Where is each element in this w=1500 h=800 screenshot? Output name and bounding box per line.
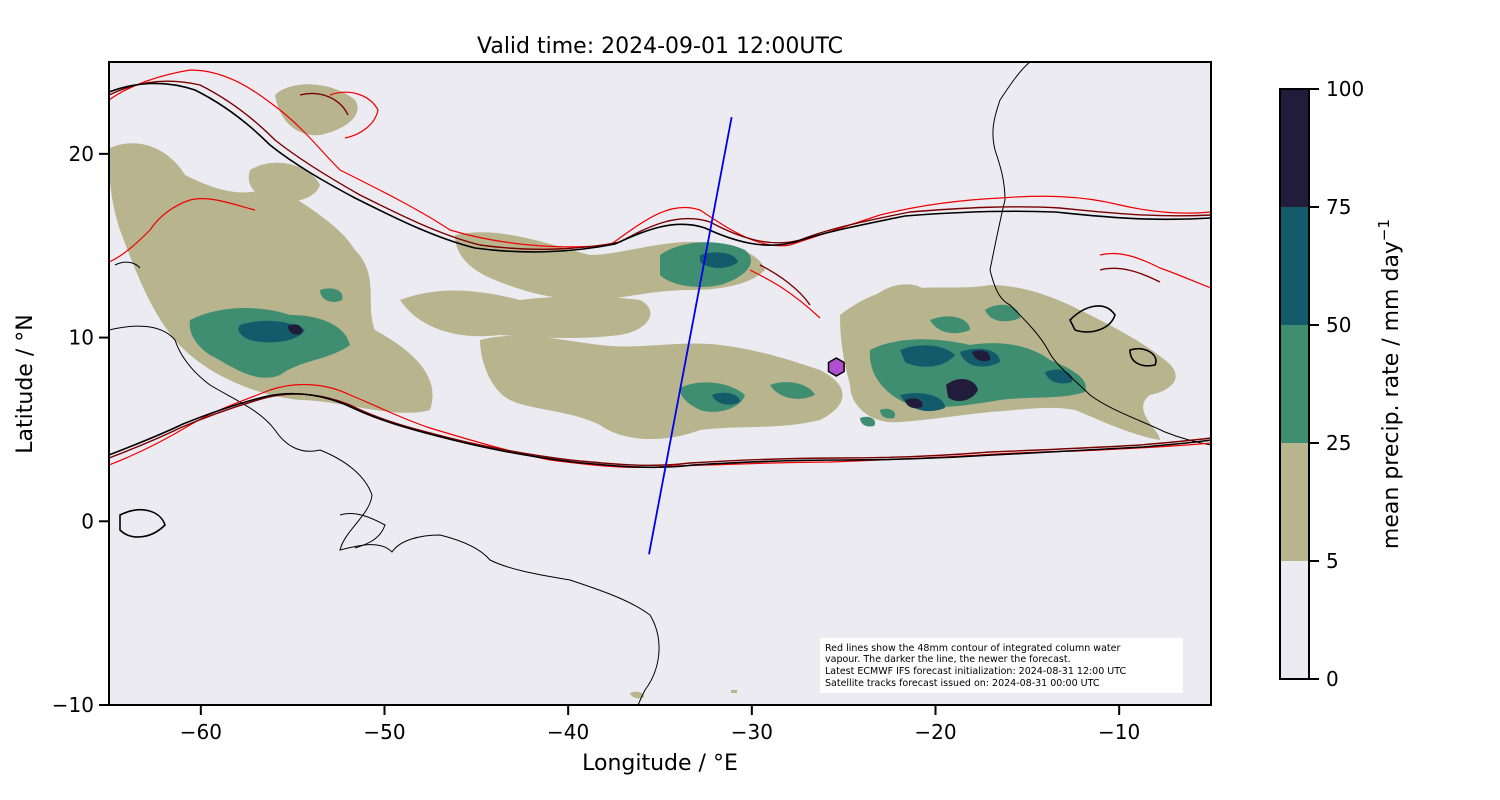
colorbar-tick-label: 100	[1326, 77, 1364, 101]
iwv-contour-new	[109, 82, 1211, 538]
colorbar-swatch	[1280, 89, 1309, 207]
colorbar-swatch	[1280, 561, 1309, 679]
colorbar-swatches	[1280, 89, 1309, 679]
colorbar-swatch	[1280, 325, 1309, 443]
x-tick-label: −30	[731, 720, 773, 744]
x-tick-label: −60	[180, 720, 222, 744]
x-tick-label: −50	[363, 720, 405, 744]
colorbar-frame	[1279, 88, 1310, 680]
satellite-track[interactable]	[648, 116, 733, 555]
colorbar-tick-label: 50	[1326, 313, 1351, 337]
annotation-line-3: Latest ECMWF IFS forecast initialization…	[825, 666, 1126, 677]
x-tick-label: −10	[1098, 720, 1140, 744]
x-axis-ticks: −60 −50 −40 −30 −20 −10	[180, 705, 1140, 744]
x-tick-label: −20	[914, 720, 956, 744]
x-axis-label: Longitude / °E	[582, 751, 738, 776]
annotation-line-2: vapour. The darker the line, the newer t…	[825, 654, 1071, 665]
colorbar-label: mean precip. rate / mm day−1	[1375, 219, 1404, 549]
map-panel[interactable]: Red lines show the 48mm contour of integ…	[108, 61, 1212, 710]
annotation-line-1: Red lines show the 48mm contour of integ…	[825, 643, 1120, 654]
y-tick-label: 0	[81, 509, 94, 533]
map-frame	[108, 61, 1212, 706]
plot-title: Valid time: 2024-09-01 12:00UTC	[477, 34, 843, 59]
coastline	[109, 62, 1211, 705]
y-tick-label: −10	[52, 693, 94, 717]
y-tick-label: 20	[69, 142, 94, 166]
precip-75-100-region	[288, 324, 991, 409]
x-tick-label: −40	[547, 720, 589, 744]
colorbar-ticks: 0 5 25 50 75 100	[1309, 77, 1364, 691]
colorbar-tick-label: 0	[1326, 667, 1339, 691]
location-marker[interactable]	[827, 357, 845, 377]
colorbar: 0 5 25 50 75 100 mean precip. rate / mm day−1	[1279, 77, 1404, 691]
colorbar-tick-label: 25	[1326, 431, 1351, 455]
annotation-line-4: Satellite tracks forecast issued on: 202…	[825, 678, 1100, 689]
y-tick-label: 10	[69, 326, 94, 350]
colorbar-tick-label: 5	[1326, 549, 1339, 573]
colorbar-swatch	[1280, 443, 1309, 561]
colorbar-swatch	[1280, 207, 1309, 325]
precip-50-75-region	[238, 252, 1073, 412]
colorbar-tick-label: 75	[1326, 195, 1351, 219]
annotation-box: Red lines show the 48mm contour of integ…	[820, 638, 1183, 693]
iwv-contour-old	[109, 69, 1211, 469]
y-axis-label: Latitude / °N	[13, 314, 38, 453]
y-axis-ticks: 20 10 0 −10	[52, 142, 109, 717]
